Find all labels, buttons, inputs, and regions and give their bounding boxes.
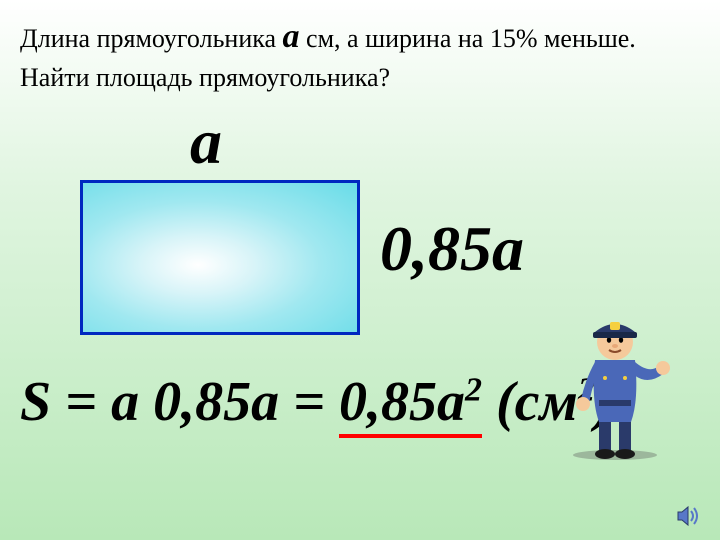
rectangle-shape [80,180,360,335]
problem-text: Длина прямоугольника а см, а ширина на 1… [20,14,700,95]
area-formula: S = а 0,85а = 0,85а2 (см2) [20,370,614,434]
formula-result-group: 0,85а2 [339,370,482,434]
formula-sup: 2 [465,371,482,408]
formula-mult: 0,85а [153,371,279,433]
problem-variable-a: а [283,18,300,55]
rectangle-length-label: а [190,105,222,179]
formula-S: S [20,371,51,433]
formula-result: 0,85а [339,371,465,433]
policeman-icon [555,300,675,460]
red-underline [339,434,482,438]
formula-eq2: = [279,371,339,433]
formula-eq1: = [51,371,111,433]
formula-a: а [111,371,139,433]
formula-space [139,371,153,433]
rectangle-width-label: 0,85а [380,212,524,286]
speaker-icon[interactable] [676,504,702,528]
problem-part1: Длина прямоугольника [20,24,283,53]
